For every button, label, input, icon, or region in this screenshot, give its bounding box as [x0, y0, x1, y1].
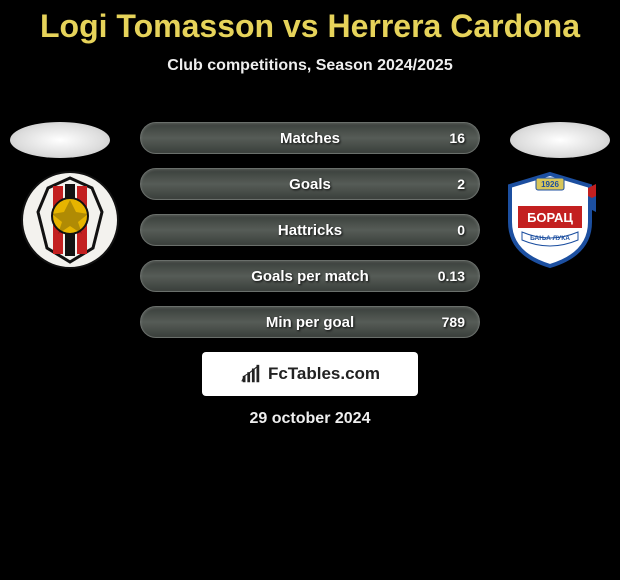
stat-label: Hattricks: [278, 222, 342, 239]
stat-row: Goals per match 0.13: [140, 260, 480, 292]
player1-name: Logi Tomasson: [40, 8, 274, 44]
brand-text: FcTables.com: [268, 364, 380, 384]
stat-right-value: 0: [457, 222, 465, 238]
stat-label: Goals: [289, 176, 331, 193]
stat-row: Matches 16: [140, 122, 480, 154]
player2-avatar-placeholder: [510, 122, 610, 158]
stat-right-value: 789: [442, 314, 465, 330]
club1-badge: [20, 170, 120, 270]
comparison-title: Logi Tomasson vs Herrera Cardona: [0, 0, 620, 45]
stat-right-value: 16: [449, 130, 465, 146]
player1-avatar-placeholder: [10, 122, 110, 158]
brand-badge[interactable]: FcTables.com: [202, 352, 418, 396]
stat-label: Min per goal: [266, 314, 354, 331]
subtitle: Club competitions, Season 2024/2025: [0, 57, 620, 75]
player2-name: Herrera Cardona: [327, 8, 580, 44]
club2-year: 1926: [541, 180, 559, 189]
club1-badge-svg: [20, 170, 120, 270]
stat-right-value: 0.13: [438, 268, 465, 284]
stat-row: Min per goal 789: [140, 306, 480, 338]
club2-banner-text: БОРАЦ: [527, 210, 573, 225]
vs-text: vs: [283, 8, 319, 44]
stat-right-value: 2: [457, 176, 465, 192]
snapshot-date: 29 october 2024: [0, 410, 620, 428]
club2-badge-svg: 1926 БОРАЦ БАЊА ЛУКА: [500, 170, 600, 270]
stat-row: Goals 2: [140, 168, 480, 200]
stats-panel: Matches 16 Goals 2 Hattricks 0 Goals per…: [140, 122, 480, 352]
club2-ribbon-text: БАЊА ЛУКА: [530, 235, 570, 242]
stat-label: Goals per match: [251, 268, 369, 285]
bar-chart-icon: [240, 363, 262, 385]
stat-label: Matches: [280, 130, 340, 147]
stat-row: Hattricks 0: [140, 214, 480, 246]
club2-badge: 1926 БОРАЦ БАЊА ЛУКА: [500, 170, 600, 270]
